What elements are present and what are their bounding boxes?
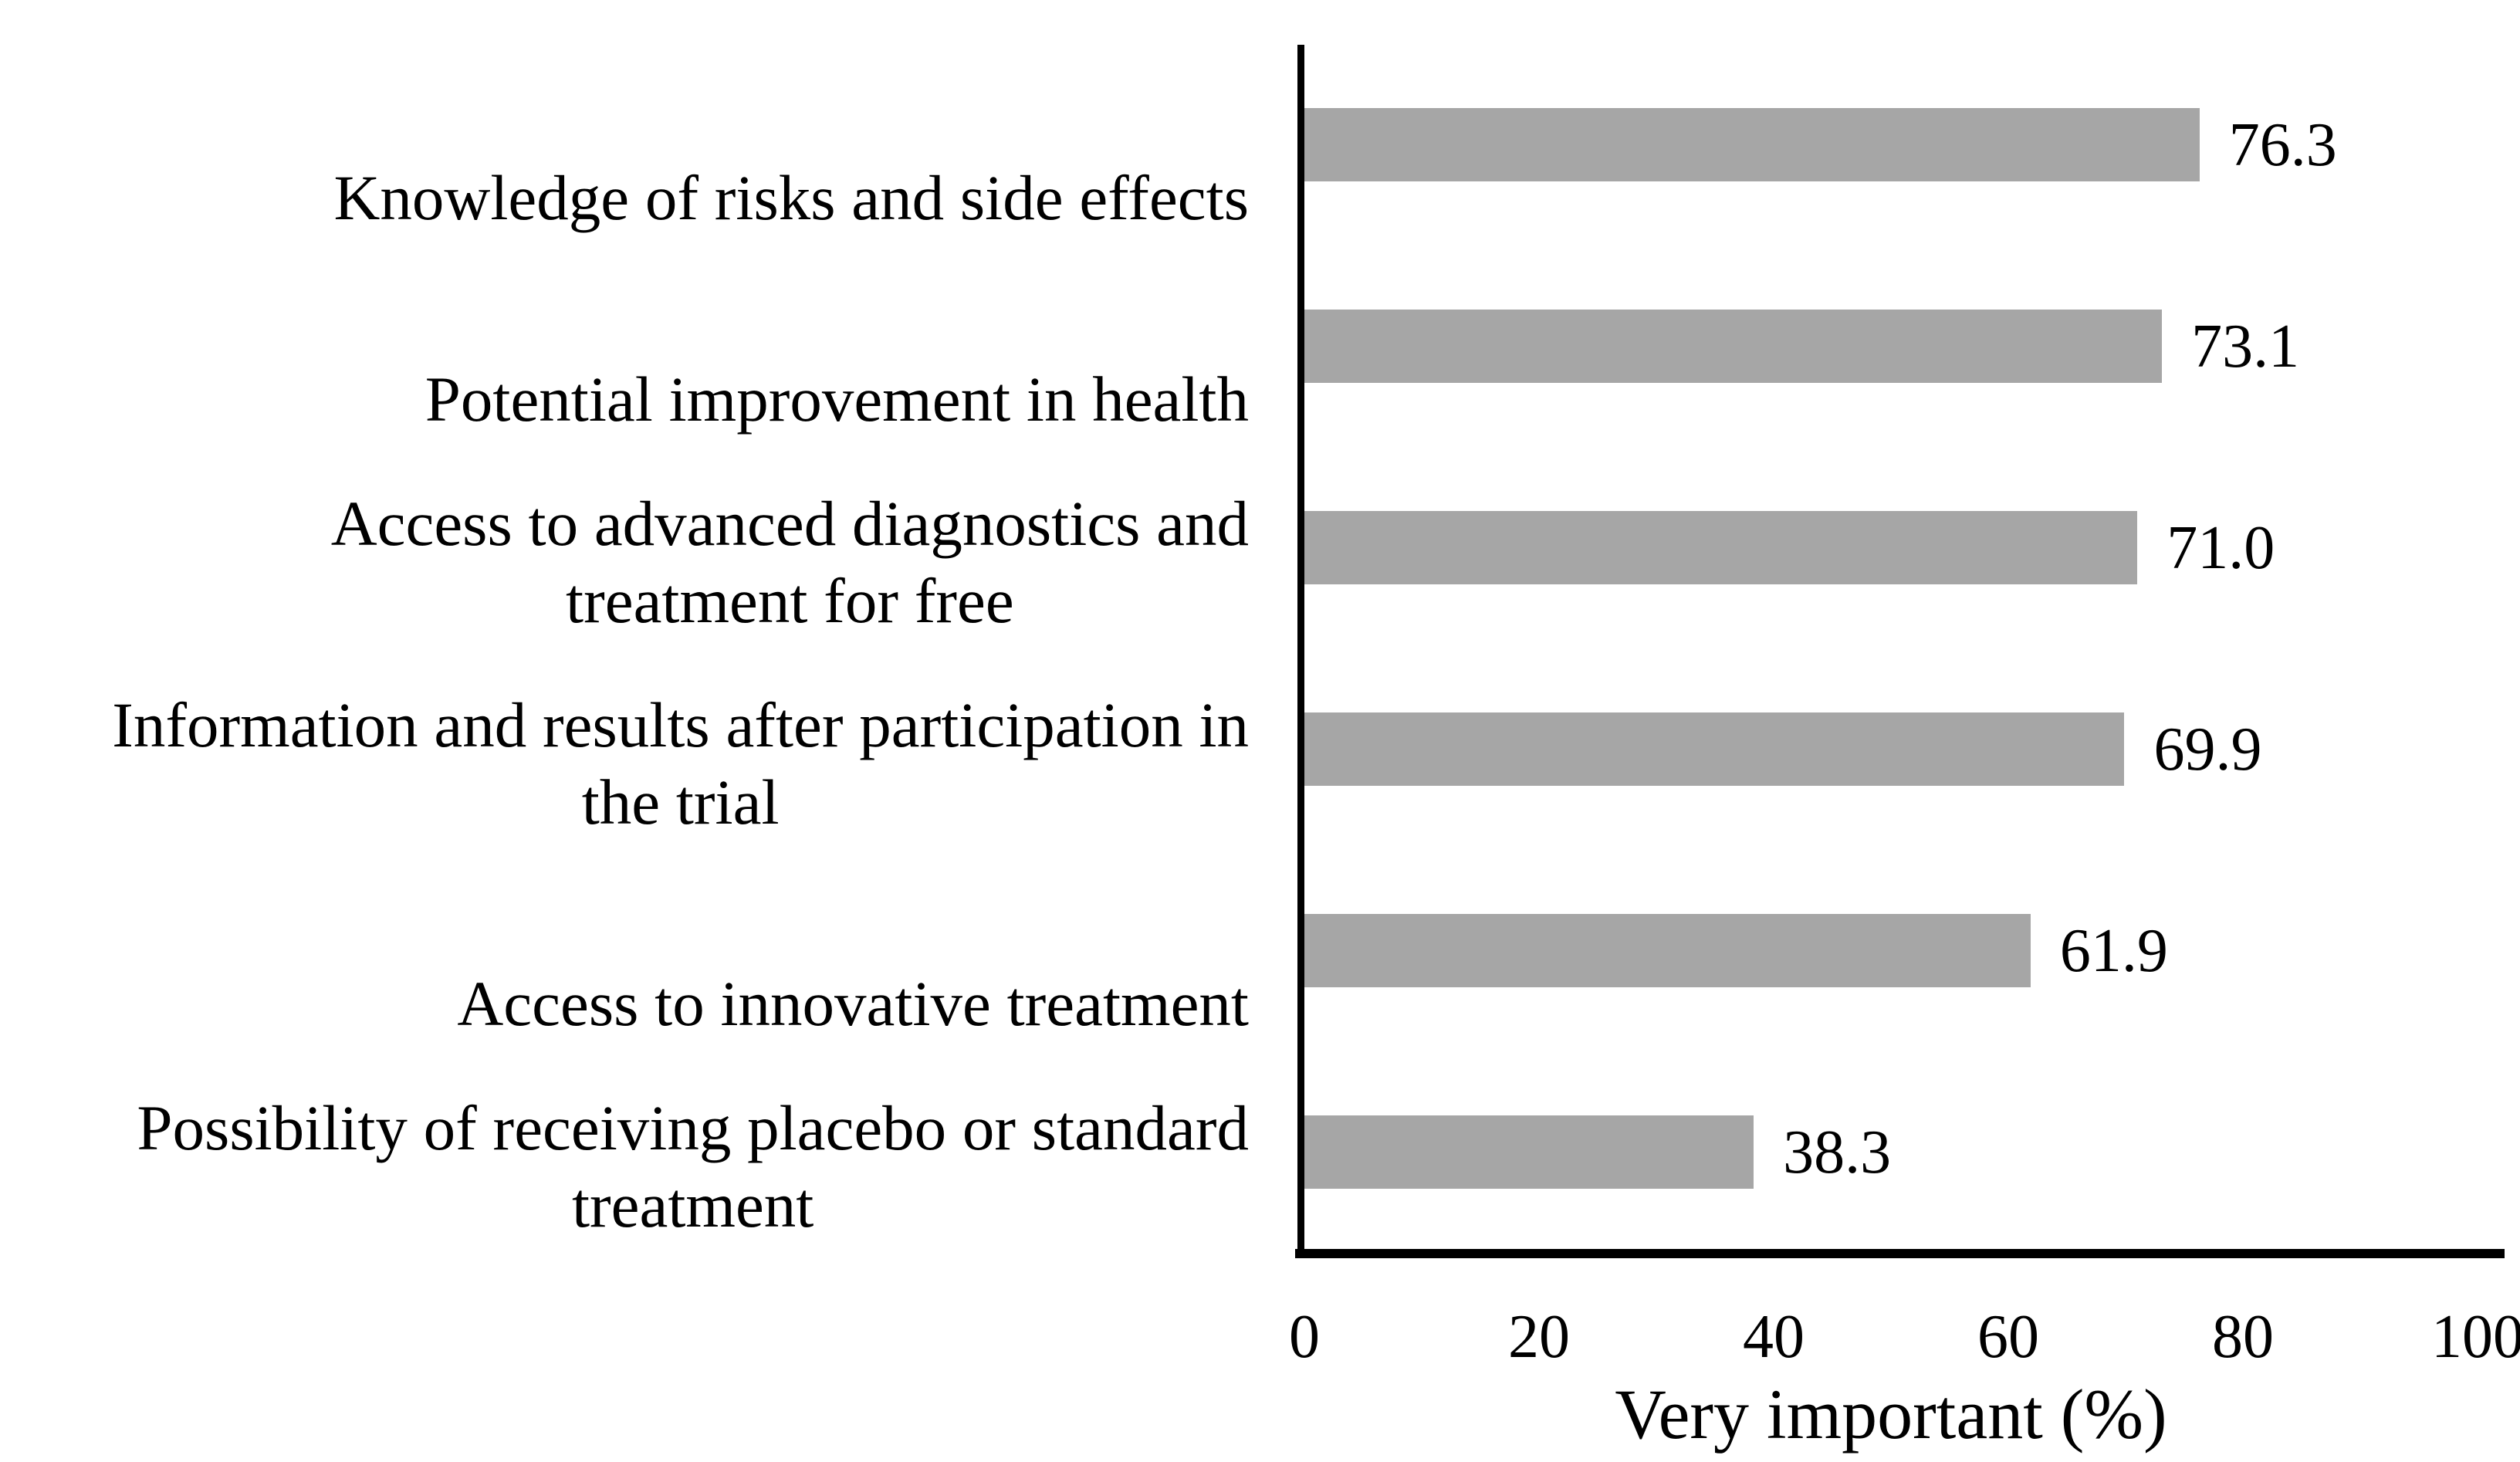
value-label: 38.3 bbox=[1783, 1118, 1892, 1186]
bar bbox=[1304, 914, 2031, 987]
x-tick-label: 40 bbox=[1743, 1303, 1805, 1371]
category-label: Possibility of receiving placebo or stan… bbox=[137, 1091, 1249, 1240]
category-label: Access to innovative treatment bbox=[457, 967, 1249, 1039]
value-label: 73.1 bbox=[2191, 312, 2300, 381]
category-label: Potential improvement in health bbox=[425, 363, 1249, 435]
bar bbox=[1304, 108, 2200, 181]
x-tick-label: 100 bbox=[2431, 1303, 2520, 1371]
category-label: Access to advanced diagnostics and treat… bbox=[330, 487, 1249, 636]
bar bbox=[1304, 1115, 1754, 1189]
x-tick-label: 20 bbox=[1508, 1303, 1570, 1371]
bar bbox=[1304, 511, 2138, 584]
x-axis-line bbox=[1295, 1249, 2505, 1258]
value-label: 61.9 bbox=[2059, 916, 2168, 985]
x-axis-title: Very important (%) bbox=[1615, 1375, 2167, 1454]
value-label: 71.0 bbox=[2167, 513, 2275, 582]
category-label: Knowledge of risks and side effects bbox=[333, 161, 1249, 233]
bar bbox=[1304, 310, 2163, 383]
x-tick-label: 60 bbox=[1977, 1303, 2039, 1371]
bar bbox=[1304, 712, 2125, 786]
value-label: 69.9 bbox=[2153, 715, 2262, 783]
category-label: Information and results after participat… bbox=[112, 689, 1249, 838]
x-tick-label: 80 bbox=[2212, 1303, 2274, 1371]
y-axis-line bbox=[1297, 45, 1304, 1258]
value-label: 76.3 bbox=[2228, 110, 2337, 179]
x-tick-label: 0 bbox=[1289, 1303, 1320, 1371]
